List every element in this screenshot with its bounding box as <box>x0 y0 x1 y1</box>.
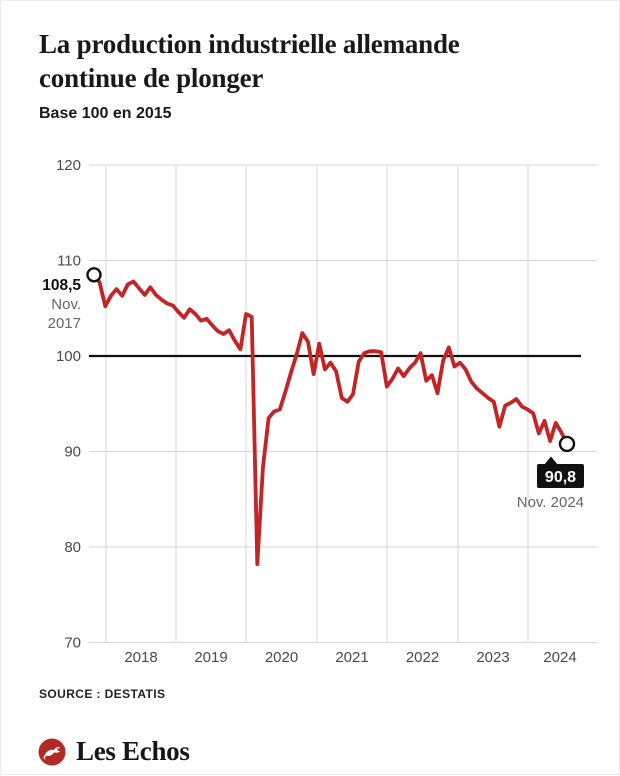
y-axis-labels: 120 110 100 90 80 70 <box>56 157 81 652</box>
grid-vertical <box>105 165 529 643</box>
y-tick-100: 100 <box>56 348 81 365</box>
start-point-marker <box>86 267 102 283</box>
lesechos-rooster-icon <box>38 738 66 765</box>
x-axis-labels: 2018 2019 2020 2021 2022 2023 2024 <box>124 649 576 666</box>
x-tick-2018: 2018 <box>124 649 157 666</box>
brand-name: Les Echos <box>76 736 190 766</box>
lesechos-logo: Les Echos <box>37 736 190 767</box>
grid-horizontal <box>89 164 597 643</box>
x-tick-2020: 2020 <box>265 649 298 666</box>
x-tick-2022: 2022 <box>406 649 439 666</box>
y-tick-80: 80 <box>64 539 81 556</box>
production-line-series <box>92 272 569 567</box>
end-point-marker <box>558 435 576 453</box>
x-tick-2023: 2023 <box>476 649 509 666</box>
end-value-label: 90,8 <box>545 469 576 486</box>
start-annotation: 108,5 Nov. 2017 <box>42 277 81 332</box>
y-tick-70: 70 <box>64 635 81 652</box>
start-date-line2: 2017 <box>48 315 81 332</box>
end-annotation: 90,8 Nov. 2024 <box>517 456 584 511</box>
end-value-badge <box>537 464 584 488</box>
source-note: SOURCE : DESTATIS <box>39 687 166 701</box>
start-date-line1: Nov. <box>51 296 81 313</box>
page-title: La production industrielle allemande con… <box>39 29 460 93</box>
end-date-label: Nov. 2024 <box>517 494 584 511</box>
start-value-label: 108,5 <box>42 277 81 294</box>
chart-subtitle: Base 100 en 2015 <box>39 105 172 122</box>
y-tick-90: 90 <box>64 444 81 461</box>
y-tick-110: 110 <box>57 253 81 270</box>
x-tick-2021: 2021 <box>335 649 368 666</box>
x-tick-2019: 2019 <box>194 649 227 666</box>
y-tick-120: 120 <box>56 157 81 174</box>
badge-pointer-icon <box>544 456 558 465</box>
x-tick-2024: 2024 <box>543 649 576 666</box>
